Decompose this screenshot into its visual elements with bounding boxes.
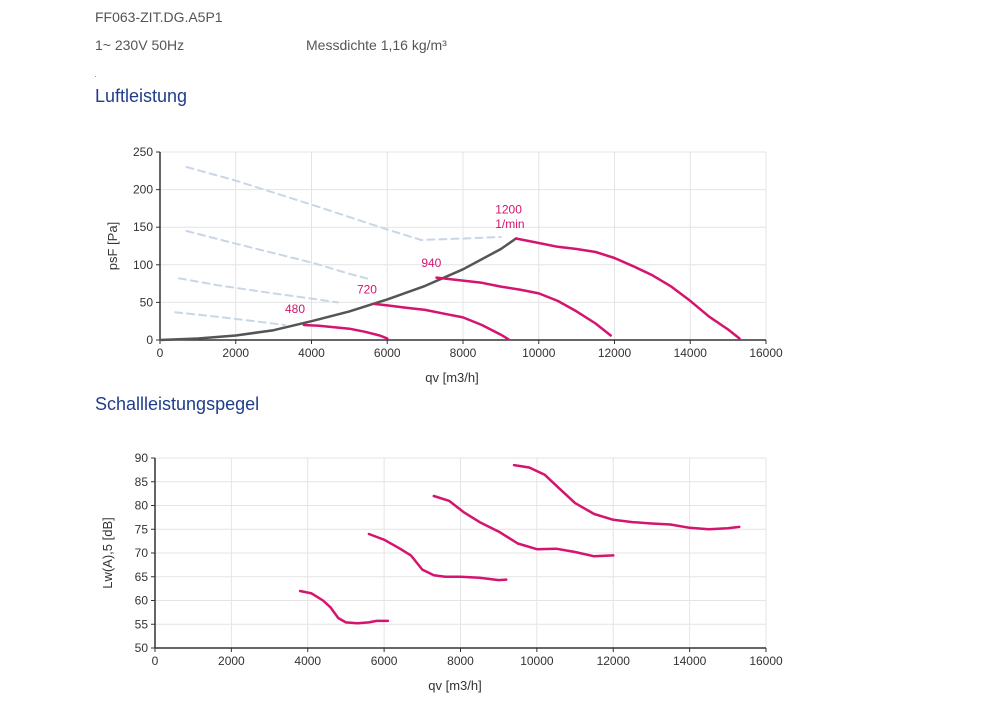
chart2-x-tick-label: 10000 bbox=[520, 654, 554, 668]
chart2-x-tick-label: 2000 bbox=[218, 654, 245, 668]
chart2-x-tick-label: 8000 bbox=[447, 654, 474, 668]
chart2-x-tick-label: 6000 bbox=[371, 654, 398, 668]
chart1-x-tick-label: 0 bbox=[157, 346, 164, 360]
chart2-y-tick-label: 80 bbox=[135, 499, 149, 513]
chart1-x-tick-label: 8000 bbox=[450, 346, 477, 360]
chart1-annotation-720: 720 bbox=[357, 282, 377, 296]
chart1-series-dashed-4 bbox=[174, 311, 286, 326]
chart2-series-480 bbox=[298, 589, 390, 625]
chart1-y-tick-label: 150 bbox=[133, 220, 153, 234]
chart1-x-tick-label: 14000 bbox=[674, 346, 708, 360]
chart2-series-720 bbox=[367, 532, 508, 582]
chart1-x-tick-label: 4000 bbox=[298, 346, 325, 360]
tiny-mark bbox=[95, 76, 96, 77]
measurement-density: Messdichte 1,16 kg/m³ bbox=[306, 37, 447, 53]
chart2-x-tick-label: 0 bbox=[152, 654, 159, 668]
chart1-y-tick-label: 0 bbox=[146, 333, 153, 347]
chart1-y-tick-label: 250 bbox=[133, 145, 153, 159]
chart2-y-tick-label: 90 bbox=[135, 451, 149, 465]
chart1-series-system bbox=[158, 237, 518, 342]
chart1-y-axis-label: psF [Pa] bbox=[105, 222, 120, 270]
model-name: FF063-ZIT.DG.A5P1 bbox=[95, 9, 223, 25]
section-title-air-performance: Luftleistung bbox=[95, 86, 188, 106]
supply-voltage: 1~ 230V 50Hz bbox=[95, 37, 185, 53]
chart1-x-tick-label: 6000 bbox=[374, 346, 401, 360]
chart2-x-axis-label: qv [m3/h] bbox=[428, 678, 481, 693]
chart1-x-tick-label: 16000 bbox=[749, 346, 783, 360]
chart2-x-tick-label: 14000 bbox=[673, 654, 707, 668]
chart2-x-tick-label: 12000 bbox=[597, 654, 631, 668]
chart2-y-axis-label: Lw(A),5 [dB] bbox=[100, 517, 115, 589]
chart1-annotation-940: 940 bbox=[421, 256, 441, 270]
chart1-x-tick-label: 12000 bbox=[598, 346, 632, 360]
chart2-series-1200 bbox=[512, 463, 741, 531]
chart1-series-720 bbox=[372, 302, 510, 341]
chart1-annotation-480: 480 bbox=[285, 302, 305, 316]
chart1-annotation-1200: 1200 bbox=[495, 203, 522, 217]
chart1-x-tick-label: 10000 bbox=[522, 346, 556, 360]
chart2-y-tick-label: 50 bbox=[135, 641, 149, 655]
chart2-y-tick-label: 60 bbox=[135, 594, 149, 608]
chart1-series-dashed-3 bbox=[177, 277, 339, 304]
chart1-y-tick-label: 50 bbox=[140, 295, 154, 309]
chart1-series-480 bbox=[302, 323, 389, 340]
chart2-y-tick-label: 55 bbox=[135, 617, 149, 631]
chart1-series-1200 bbox=[514, 237, 741, 340]
chart2-y-tick-label: 70 bbox=[135, 546, 149, 560]
chart2-y-tick-label: 65 bbox=[135, 570, 149, 584]
chart2-y-tick-label: 85 bbox=[135, 475, 149, 489]
section-title-sound-power: Schallleistungspegel bbox=[95, 394, 260, 414]
chart1-x-axis-label: qv [m3/h] bbox=[425, 370, 478, 385]
chart1-y-tick-label: 200 bbox=[133, 183, 153, 197]
chart2-y-tick-label: 75 bbox=[135, 522, 149, 536]
chart1-x-tick-label: 2000 bbox=[222, 346, 249, 360]
chart2-series-940 bbox=[432, 494, 615, 558]
chart1-series-940 bbox=[435, 276, 612, 337]
chart2-x-tick-label: 16000 bbox=[749, 654, 783, 668]
chart1-annotation-1min: 1/min bbox=[495, 217, 524, 231]
chart1-y-tick-label: 100 bbox=[133, 258, 153, 272]
chart2-x-tick-label: 4000 bbox=[294, 654, 321, 668]
chart1-series-dashed-1 bbox=[185, 166, 502, 241]
